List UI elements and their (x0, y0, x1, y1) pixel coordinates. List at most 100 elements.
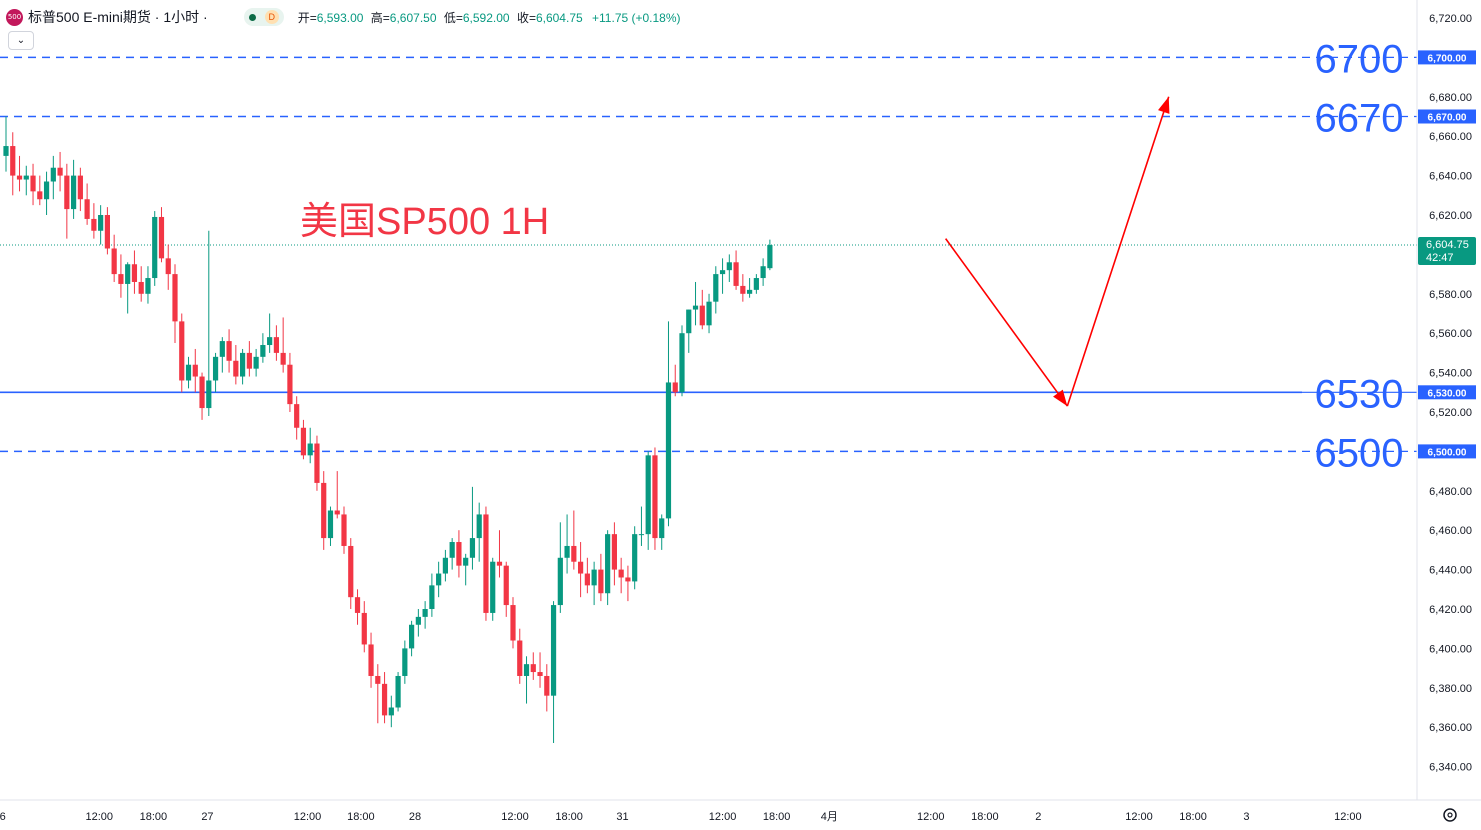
candle[interactable] (584, 557, 590, 594)
candle[interactable] (456, 530, 462, 578)
candle[interactable] (591, 561, 597, 606)
candle[interactable] (415, 609, 421, 637)
candle[interactable] (611, 522, 617, 586)
candle[interactable] (226, 329, 232, 373)
candle[interactable] (442, 549, 448, 582)
candle[interactable] (125, 262, 131, 314)
candle[interactable] (530, 652, 536, 680)
candle[interactable] (395, 672, 401, 712)
candle[interactable] (111, 234, 117, 282)
candle[interactable] (469, 486, 476, 570)
candle[interactable] (490, 557, 496, 621)
candle[interactable] (719, 258, 726, 294)
candle[interactable] (537, 652, 543, 688)
candle[interactable] (375, 664, 381, 724)
candle[interactable] (699, 289, 705, 330)
candle[interactable] (665, 321, 672, 527)
candle[interactable] (523, 656, 530, 704)
candle[interactable] (422, 601, 428, 629)
candle[interactable] (84, 183, 90, 225)
candle[interactable] (557, 522, 563, 613)
candle[interactable] (632, 526, 638, 590)
candle[interactable] (131, 250, 138, 294)
candle[interactable] (219, 337, 225, 373)
candle[interactable] (172, 264, 178, 344)
candle[interactable] (30, 163, 36, 206)
candle[interactable] (341, 506, 347, 554)
candle[interactable] (679, 325, 685, 397)
candle[interactable] (199, 372, 205, 420)
candle[interactable] (578, 542, 584, 598)
settings-gear-icon[interactable] (1443, 808, 1457, 822)
candle[interactable] (733, 250, 739, 290)
candle[interactable] (550, 601, 557, 743)
candle[interactable] (43, 171, 50, 215)
candle[interactable] (91, 203, 97, 239)
candle[interactable] (152, 211, 158, 286)
candle[interactable] (436, 561, 442, 598)
candle[interactable] (645, 451, 651, 550)
candle[interactable] (672, 364, 678, 397)
candle[interactable] (483, 506, 489, 621)
candle[interactable] (753, 274, 759, 294)
projection-up-line[interactable] (1066, 96, 1170, 407)
candle[interactable] (544, 664, 550, 712)
candle[interactable] (158, 207, 165, 263)
candle[interactable] (692, 281, 699, 326)
candle[interactable] (280, 317, 286, 373)
candle[interactable] (388, 695, 394, 728)
candle[interactable] (185, 356, 192, 389)
candle[interactable] (145, 266, 151, 304)
candle[interactable] (179, 313, 185, 393)
candle[interactable] (381, 672, 388, 724)
candle[interactable] (429, 573, 435, 617)
candle[interactable] (253, 348, 259, 377)
candle[interactable] (165, 244, 171, 290)
symbol-logo[interactable]: 500 (6, 8, 23, 26)
candle[interactable] (713, 266, 719, 314)
candle[interactable] (449, 538, 455, 570)
candle[interactable] (104, 207, 110, 255)
candle[interactable] (321, 471, 327, 550)
candle[interactable] (16, 155, 23, 192)
projection-down-line[interactable] (944, 238, 1068, 407)
candle[interactable] (273, 325, 279, 361)
candle[interactable] (77, 167, 83, 212)
candle[interactable] (510, 597, 516, 649)
collapse-legend-button[interactable]: ⌄ (8, 31, 34, 50)
candle[interactable] (71, 159, 77, 219)
candle[interactable] (192, 348, 198, 393)
candle[interactable] (760, 258, 766, 286)
candle[interactable] (287, 352, 293, 412)
candle[interactable] (206, 230, 212, 416)
candle[interactable] (334, 471, 340, 519)
candle[interactable] (402, 640, 408, 684)
candle[interactable] (138, 266, 144, 302)
candle[interactable] (212, 352, 219, 393)
candle[interactable] (246, 341, 252, 377)
candle[interactable] (233, 345, 239, 385)
candle[interactable] (517, 628, 523, 684)
candle[interactable] (618, 557, 624, 594)
candle[interactable] (767, 239, 773, 271)
candle[interactable] (571, 510, 577, 570)
candle[interactable] (368, 632, 374, 688)
symbol-title[interactable]: 标普500 E-mini期货 · 1小时 · (28, 9, 208, 25)
candle[interactable] (496, 530, 503, 578)
candle[interactable] (10, 132, 16, 196)
candle[interactable] (314, 435, 320, 491)
candle[interactable] (307, 427, 313, 464)
candle[interactable] (98, 205, 104, 245)
candle[interactable] (260, 333, 266, 363)
candle[interactable] (37, 175, 43, 206)
candle[interactable] (294, 396, 300, 440)
candle[interactable] (476, 502, 482, 562)
candle[interactable] (605, 530, 611, 606)
candle[interactable] (240, 348, 246, 385)
candle[interactable] (463, 553, 469, 586)
candle[interactable] (625, 565, 631, 602)
candle[interactable] (747, 278, 753, 298)
candle[interactable] (23, 165, 29, 196)
candle[interactable] (706, 293, 712, 334)
candle[interactable] (354, 589, 361, 625)
